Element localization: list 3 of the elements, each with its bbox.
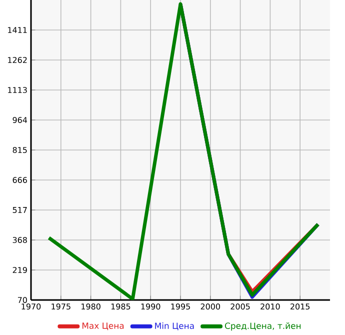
legend-label: Min Цена bbox=[155, 322, 194, 330]
legend-label: Max Цена bbox=[82, 322, 124, 330]
legend-label: Сред.Цена, т.йен bbox=[224, 322, 301, 331]
